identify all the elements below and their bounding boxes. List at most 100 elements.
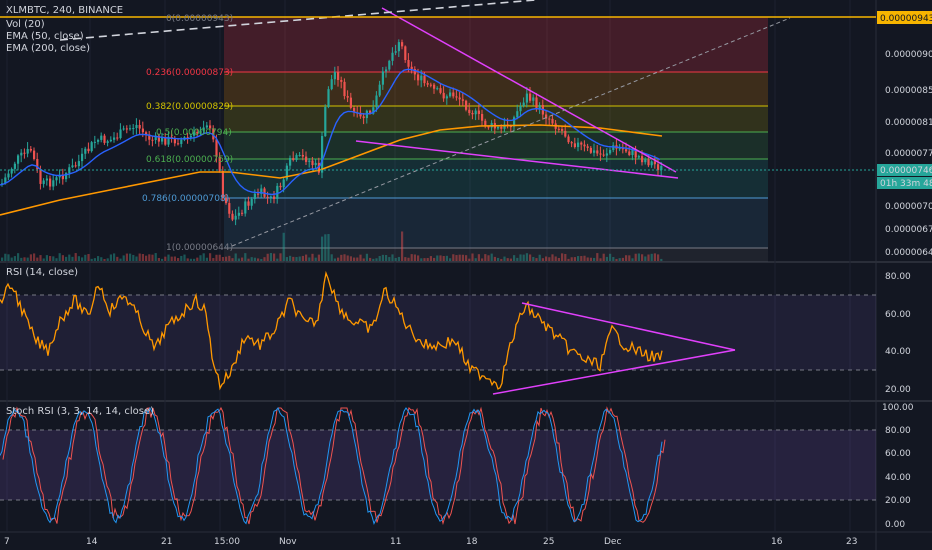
volume-bar — [314, 257, 317, 261]
volume-bar — [17, 253, 20, 261]
volume-bar — [317, 254, 320, 261]
volume-bar — [36, 257, 39, 261]
volume-bar — [407, 257, 410, 261]
rsi-tick: 60.00 — [885, 310, 911, 320]
candle-body — [33, 150, 36, 160]
candle-body — [55, 177, 58, 181]
volume-bar — [465, 255, 468, 261]
volume-bar — [509, 258, 512, 261]
fib-zone — [224, 17, 768, 72]
candle-body — [612, 145, 615, 150]
current-price-badge: 0.00000746 — [880, 166, 932, 176]
volume-bar — [650, 253, 653, 261]
volume-bar — [631, 258, 634, 261]
volume-bar — [545, 256, 548, 261]
candle-body — [228, 203, 231, 214]
time-label: Nov — [279, 537, 297, 547]
volume-bar — [237, 258, 240, 261]
volume-bar — [154, 253, 157, 261]
volume-bar — [519, 254, 522, 261]
volume-bar — [653, 253, 656, 261]
volume-bar — [77, 256, 80, 261]
candle-body — [167, 136, 170, 145]
candle-body — [260, 188, 263, 194]
fib-label-786: 0.786(0.00000708) — [142, 194, 229, 204]
candle-body — [81, 153, 84, 162]
volume-bar — [7, 254, 10, 261]
candle-body — [314, 162, 317, 166]
candle-body — [394, 51, 397, 53]
candle-body — [401, 42, 404, 47]
fib-label-1: 1(0.00000644) — [166, 243, 233, 253]
candle-body — [461, 99, 464, 101]
volume-bar — [570, 257, 573, 261]
candle-body — [106, 141, 109, 143]
candle-body — [449, 92, 452, 97]
candle-body — [625, 149, 628, 152]
volume-bar — [42, 258, 45, 261]
candle-body — [324, 106, 327, 137]
volume-bar — [391, 254, 394, 261]
volume-bar — [81, 257, 84, 261]
stoch-title[interactable]: Stoch RSI (3, 3, 14, 14, close) — [6, 406, 154, 417]
volume-bar — [247, 258, 250, 261]
volume-bar — [484, 254, 487, 261]
volume-bar — [266, 253, 269, 261]
volume-bar — [68, 254, 71, 261]
volume-bar — [132, 254, 135, 261]
volume-bar — [173, 256, 176, 261]
candle-body — [49, 178, 52, 187]
indicator-ema50[interactable]: EMA (50, close) — [6, 31, 84, 42]
candle-body — [337, 71, 340, 80]
volume-bar — [541, 258, 544, 261]
volume-bar — [253, 257, 256, 261]
volume-bar — [106, 258, 109, 261]
candle-body — [276, 185, 279, 199]
candle-body — [266, 196, 269, 198]
candle-body — [634, 149, 637, 158]
grid — [6, 0, 851, 532]
volume-bar — [561, 253, 564, 261]
volume-bar — [250, 257, 253, 261]
stoch-tick: 0.00 — [885, 520, 905, 530]
volume-bar — [369, 257, 372, 261]
rsi-tick: 40.00 — [885, 347, 911, 357]
volume-bar — [109, 254, 112, 261]
volume-bar — [1, 257, 4, 261]
candle-body — [292, 158, 295, 160]
candle-body — [17, 155, 20, 164]
candle-body — [279, 185, 282, 188]
rsi-title[interactable]: RSI (14, close) — [6, 267, 78, 278]
volume-bar — [548, 257, 551, 261]
indicator-ema200[interactable]: EMA (200, close) — [6, 43, 90, 54]
candle-body — [548, 118, 551, 120]
volume-bar — [567, 258, 570, 261]
fib-label-5: 0.5(0.00000794) — [156, 128, 232, 138]
volume-bar — [359, 254, 362, 261]
volume-bar — [596, 253, 599, 261]
volume-bar — [39, 255, 42, 261]
candle-body — [129, 128, 132, 130]
volume-bar — [641, 254, 644, 261]
candle-body — [177, 143, 180, 145]
candle-body — [132, 128, 135, 130]
candle-body — [23, 152, 26, 154]
candle-body — [420, 75, 423, 81]
candle-body — [295, 155, 298, 160]
candle-body — [282, 179, 285, 188]
indicator-vol[interactable]: Vol (20) — [6, 19, 45, 30]
candle-body — [602, 154, 605, 156]
volume-bar — [301, 255, 304, 261]
candle-body — [205, 125, 208, 128]
volume-bar — [10, 257, 13, 261]
volume-bar — [145, 255, 148, 261]
candle-body — [234, 215, 237, 220]
volume-bar — [231, 258, 234, 261]
volume-bar — [404, 257, 407, 261]
candle-body — [84, 148, 87, 154]
volume-bar — [621, 257, 624, 261]
candle-body — [557, 128, 560, 130]
volume-bar — [263, 257, 266, 261]
